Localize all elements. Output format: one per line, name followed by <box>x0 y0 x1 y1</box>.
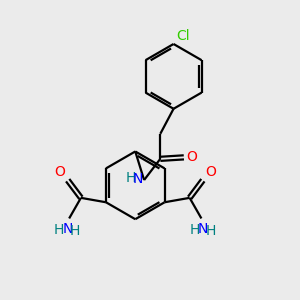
Text: H: H <box>54 223 64 237</box>
Text: N: N <box>62 222 73 236</box>
Text: Cl: Cl <box>176 28 190 43</box>
Text: O: O <box>54 165 65 179</box>
Text: H: H <box>206 224 216 238</box>
Text: N: N <box>132 172 142 186</box>
Text: H: H <box>125 171 136 185</box>
Text: N: N <box>198 222 208 236</box>
Text: O: O <box>186 150 197 164</box>
Text: H: H <box>69 224 80 238</box>
Text: O: O <box>205 165 216 179</box>
Text: H: H <box>190 223 200 237</box>
